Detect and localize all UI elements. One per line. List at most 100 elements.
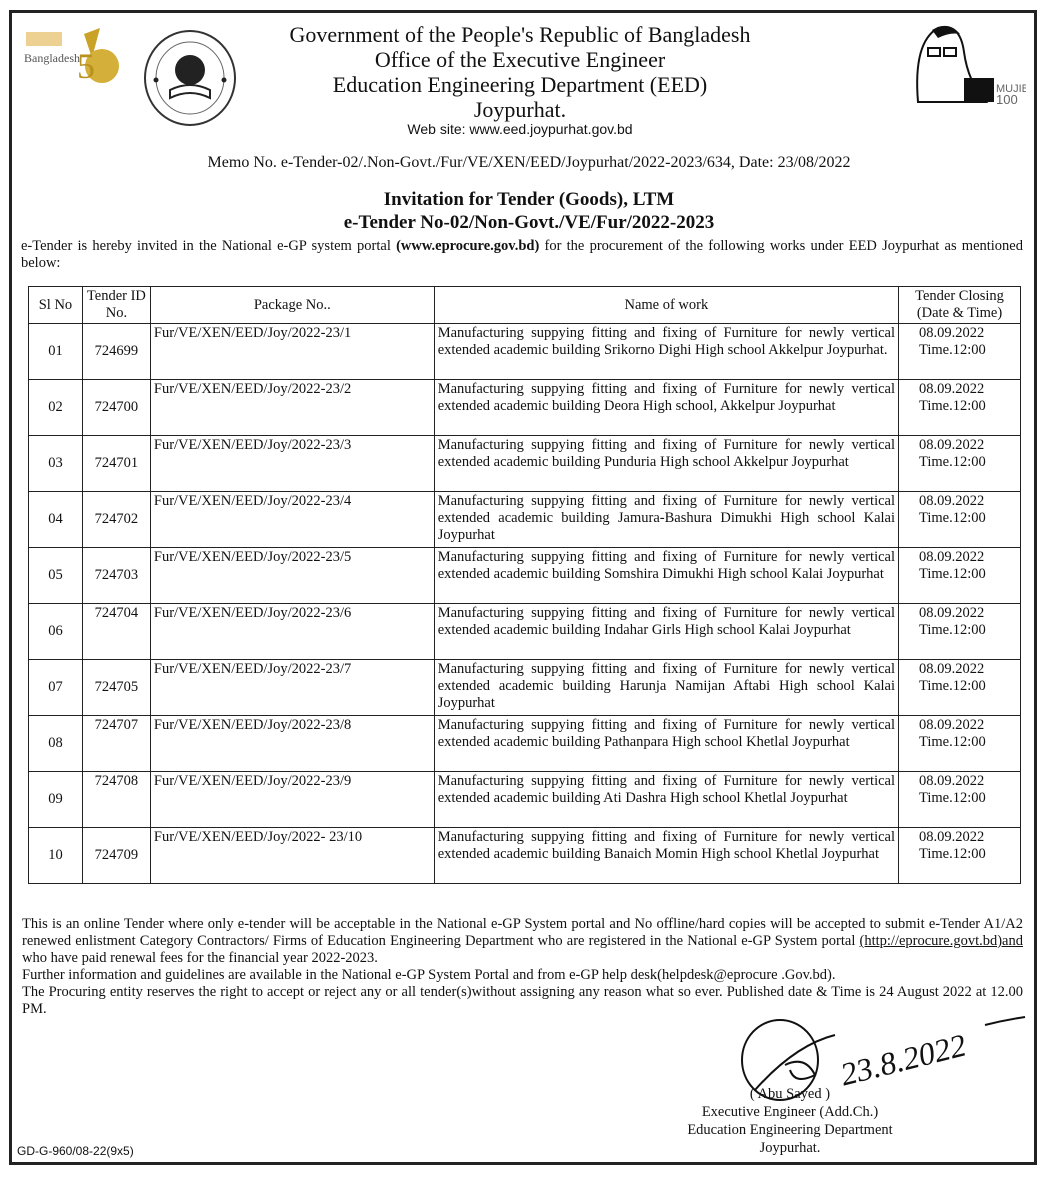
footer-code: GD-G-960/08-22(9x5) <box>17 1144 134 1158</box>
sl-no-cell: 08 <box>28 715 83 772</box>
signatory-department: Education Engineering Department <box>687 1122 893 1138</box>
package-no-cell: Fur/VE/XEN/EED/Joy/2022-23/4 <box>149 491 435 548</box>
intro-text-end: for the procurement of the following wor… <box>21 238 1023 271</box>
name-of-work-cell: Manufacturing suppying fitting and fixin… <box>433 435 900 492</box>
closing-date: 08.09.2022 <box>919 773 985 789</box>
tender-id-cell: 724707 <box>81 715 151 772</box>
svg-text:MUJIB: MUJIB <box>996 83 1026 95</box>
svg-text:5: 5 <box>77 46 95 86</box>
table-row: 01 724699 Fur/VE/XEN/EED/Joy/2022-23/1 Manu… <box>28 323 1021 380</box>
closing-time: Time.12:00 <box>919 510 986 526</box>
name-of-work-cell: Manufacturing suppying fitting and fixin… <box>433 379 900 436</box>
header-location: Joypurhat. <box>473 97 567 122</box>
sl-no-cell: 01 <box>28 323 83 380</box>
table-row: 02 724700 Fur/VE/XEN/EED/Joy/2022-23/2 Manu… <box>28 379 1021 436</box>
table-row: 08 724707 Fur/VE/XEN/EED/Joy/2022-23/8 Manu… <box>28 715 1021 772</box>
closing-time: Time.12:00 <box>919 398 986 414</box>
tender-id-cell: 724703 <box>81 547 151 604</box>
sl-no-cell: 02 <box>28 379 83 436</box>
closing-time: Time.12:00 <box>919 790 986 806</box>
name-of-work-cell: Manufacturing suppying fitting and fixin… <box>433 771 900 828</box>
tender-id-cell: 724704 <box>81 603 151 660</box>
package-no-cell: Fur/VE/XEN/EED/Joy/2022-23/6 <box>149 603 435 660</box>
intro-text: e-Tender is hereby invited in the Nation… <box>21 238 397 254</box>
closing-date: 08.09.2022 <box>919 381 985 397</box>
closing-cell: 08.09.2022 Time.12:00 <box>898 603 1021 660</box>
closing-cell: 08.09.2022 Time.12:00 <box>898 323 1021 380</box>
note-text: This is an online Tender where only e-te… <box>22 916 1023 949</box>
note-reserve-right: The Procuring entity reserves the right … <box>22 984 1023 1017</box>
closing-time: Time.12:00 <box>919 846 986 862</box>
closing-time: Time.12:00 <box>919 342 986 358</box>
tender-id-cell: 724701 <box>81 435 151 492</box>
closing-cell: 08.09.2022 Time.12:00 <box>898 491 1021 548</box>
col-tender-id: Tender ID No. <box>81 286 151 324</box>
closing-cell: 08.09.2022 Time.12:00 <box>898 379 1021 436</box>
closing-time: Time.12:00 <box>919 566 986 582</box>
table-row: 04 724702 Fur/VE/XEN/EED/Joy/2022-23/4 Manu… <box>28 491 1021 548</box>
tender-id-cell: 724705 <box>81 659 151 716</box>
svg-text:100: 100 <box>996 92 1018 106</box>
table-row: 06 724704 Fur/VE/XEN/EED/Joy/2022-23/6 Manu… <box>28 603 1021 660</box>
closing-cell: 08.09.2022 Time.12:00 <box>898 547 1021 604</box>
table-row: 07 724705 Fur/VE/XEN/EED/Joy/2022-23/7 Manu… <box>28 659 1021 716</box>
closing-cell: 08.09.2022 Time.12:00 <box>898 771 1021 828</box>
signatory-name: ( Abu Sayed ) <box>749 1086 831 1102</box>
eprocure-link[interactable]: (www.eprocure.gov.bd) <box>396 238 540 254</box>
sl-no-cell: 10 <box>28 827 83 884</box>
sl-no-cell: 03 <box>28 435 83 492</box>
package-no-cell: Fur/VE/XEN/EED/Joy/2022-23/1 <box>149 323 435 380</box>
closing-date: 08.09.2022 <box>919 829 985 845</box>
handwritten-signature: 23.8.2022 <box>741 1016 1026 1101</box>
svg-text:23.8.2022: 23.8.2022 <box>837 1026 970 1092</box>
closing-cell: 08.09.2022 Time.12:00 <box>898 659 1021 716</box>
package-no-cell: Fur/VE/XEN/EED/Joy/2022-23/3 <box>149 435 435 492</box>
closing-cell: 08.09.2022 Time.12:00 <box>898 827 1021 884</box>
closing-time: Time.12:00 <box>919 678 986 694</box>
tender-id-cell: 724702 <box>81 491 151 548</box>
table-row: 03 724701 Fur/VE/XEN/EED/Joy/2022-23/3 Manu… <box>28 435 1021 492</box>
name-of-work-cell: Manufacturing suppying fitting and fixin… <box>433 491 900 548</box>
col-name-of-work: Name of work <box>433 286 900 324</box>
closing-date: 08.09.2022 <box>919 549 985 565</box>
table-row: 05 724703 Fur/VE/XEN/EED/Joy/2022-23/5 Manu… <box>28 547 1021 604</box>
tender-title: Invitation for Tender (Goods), LTM <box>383 189 675 210</box>
closing-time: Time.12:00 <box>919 734 986 750</box>
closing-time: Time.12:00 <box>919 454 986 470</box>
sl-no-cell: 09 <box>28 771 83 828</box>
document-frame <box>9 10 1037 1165</box>
eprocure-portal-link[interactable]: (http://eprocure.govt.bd)and <box>859 933 1023 949</box>
tender-table: Sl No Tender ID No. Package No.. Name of… <box>28 286 1021 884</box>
header-office: Office of the Executive Engineer <box>374 47 666 72</box>
package-no-cell: Fur/VE/XEN/EED/Joy/2022-23/2 <box>149 379 435 436</box>
closing-date: 08.09.2022 <box>919 437 985 453</box>
closing-cell: 08.09.2022 Time.12:00 <box>898 715 1021 772</box>
bangladesh-50-logo: 5 Bangladesh <box>24 28 119 86</box>
name-of-work-cell: Manufacturing suppying fitting and fixin… <box>433 323 900 380</box>
closing-date: 08.09.2022 <box>919 493 985 509</box>
intro-paragraph: e-Tender is hereby invited in the Nation… <box>21 238 1023 272</box>
notes-section: This is an online Tender where only e-te… <box>22 916 1023 1018</box>
table-row: 10 724709 Fur/VE/XEN/EED/Joy/2022- 23/10 Ma… <box>28 827 1021 884</box>
col-closing: Tender Closing (Date & Time) <box>898 286 1021 324</box>
package-no-cell: Fur/VE/XEN/EED/Joy/2022-23/7 <box>149 659 435 716</box>
closing-date: 08.09.2022 <box>919 717 985 733</box>
note-further-info: Further information and guidelines are a… <box>22 967 836 983</box>
name-of-work-cell: Manufacturing suppying fitting and fixin… <box>433 603 900 660</box>
sl-no-cell: 06 <box>28 603 83 660</box>
header-department: Education Engineering Department (EED) <box>332 72 708 97</box>
closing-date: 08.09.2022 <box>919 661 985 677</box>
name-of-work-cell: Manufacturing suppying fitting and fixin… <box>433 715 900 772</box>
closing-date: 08.09.2022 <box>919 605 985 621</box>
package-no-cell: Fur/VE/XEN/EED/Joy/2022-23/8 <box>149 715 435 772</box>
name-of-work-cell: Manufacturing suppying fitting and fixin… <box>433 827 900 884</box>
table-row: 09 724708 Fur/VE/XEN/EED/Joy/2022-23/9 Manu… <box>28 771 1021 828</box>
table-header-row: Sl No Tender ID No. Package No.. Name of… <box>28 286 1021 324</box>
package-no-cell: Fur/VE/XEN/EED/Joy/2022- 23/10 <box>149 827 435 884</box>
package-no-cell: Fur/VE/XEN/EED/Joy/2022-23/5 <box>149 547 435 604</box>
sl-no-cell: 05 <box>28 547 83 604</box>
tender-id-cell: 724709 <box>81 827 151 884</box>
memo-number: Memo No. e-Tender-02/.Non-Govt./Fur/VE/X… <box>207 154 851 171</box>
svg-text:Bangladesh: Bangladesh <box>24 51 80 65</box>
col-package-no: Package No.. <box>149 286 435 324</box>
